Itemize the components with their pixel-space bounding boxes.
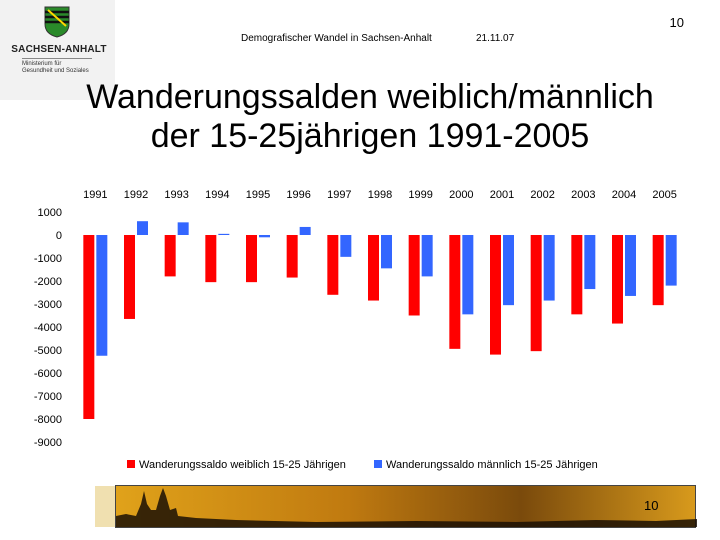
legend-swatch xyxy=(127,460,135,468)
header-date: 21.11.07 xyxy=(476,33,515,44)
bar-female xyxy=(449,235,461,349)
logo-divider xyxy=(22,58,92,59)
y-tick-label: -1000 xyxy=(34,253,62,265)
bar-male xyxy=(462,235,474,315)
x-tick-label: 2005 xyxy=(652,189,676,201)
bar-male xyxy=(259,235,270,238)
bar-female xyxy=(164,235,176,277)
bar-male xyxy=(218,233,230,235)
bar-male xyxy=(665,235,677,286)
bar-female xyxy=(327,235,339,295)
bar-male xyxy=(543,235,555,301)
bar-female xyxy=(408,235,420,316)
logo-subtitle: Ministerium für Gesundheit und Soziales xyxy=(22,61,112,75)
x-tick-label: 2003 xyxy=(571,189,595,201)
bar-male xyxy=(625,235,636,296)
bar-female xyxy=(571,235,583,315)
y-tick-label: -7000 xyxy=(34,391,62,403)
x-tick-label: 1995 xyxy=(246,189,270,201)
x-tick-label: 1992 xyxy=(124,189,148,201)
bar-female xyxy=(286,235,298,278)
x-tick-label: 1997 xyxy=(327,189,351,201)
bar-male xyxy=(96,235,108,356)
bar-male xyxy=(177,222,189,235)
y-tick-label: -6000 xyxy=(34,368,62,380)
bar-female xyxy=(368,235,379,301)
x-tick-label: 1991 xyxy=(83,189,107,201)
bar-male xyxy=(381,235,392,269)
x-tick-label: 1996 xyxy=(286,189,310,201)
bar-female xyxy=(124,235,135,319)
bar-chart: 1000 0 -1000 -2000 -3000 -4000 -5000 -6000 -7000… xyxy=(34,189,677,471)
x-tick-label: 1998 xyxy=(368,189,392,201)
bar-male xyxy=(421,235,433,277)
legend-label: Wanderungssaldo weiblich 15-25 Jährigen xyxy=(139,459,346,471)
logo-name: SACHSEN-ANHALT xyxy=(11,44,107,55)
bar-female xyxy=(246,235,257,283)
chart-title-line-1: Wanderungssalden weiblich/männlich xyxy=(86,78,654,116)
ministry-logo: SACHSEN-ANHALT Ministerium für Gesundhei… xyxy=(0,0,115,100)
y-tick-label: -5000 xyxy=(34,345,62,357)
x-tick-label: 1999 xyxy=(408,189,432,201)
logo-subtitle-line-1: Ministerium für xyxy=(22,61,62,67)
bar-female xyxy=(530,235,542,352)
y-tick-label: -9000 xyxy=(34,437,62,449)
logo-subtitle-line-2: Gesundheit und Soziales xyxy=(22,68,89,74)
bar-male xyxy=(137,221,148,235)
bar-male xyxy=(584,235,596,290)
footer-left-strip xyxy=(95,486,115,527)
bar-female xyxy=(612,235,623,324)
footer-banner xyxy=(115,485,697,528)
header-topic: Demografischer Wandel in Sachsen-Anhalt xyxy=(241,33,432,44)
bar-female xyxy=(83,235,95,419)
bar-female xyxy=(205,235,217,283)
footer-page-number: 10 xyxy=(644,498,659,513)
bar-female xyxy=(652,235,664,306)
header-page-number: 10 xyxy=(669,15,684,30)
bar-male xyxy=(340,235,352,257)
y-tick-label: -2000 xyxy=(34,276,62,288)
y-tick-label: -8000 xyxy=(34,414,62,426)
y-tick-label: -3000 xyxy=(34,299,62,311)
x-tick-label: 2002 xyxy=(530,189,554,201)
x-tick-label: 1994 xyxy=(205,189,229,201)
coat-of-arms-icon xyxy=(44,6,70,38)
x-tick-label: 2001 xyxy=(490,189,514,201)
x-tick-label: 1993 xyxy=(164,189,188,201)
x-tick-label: 2004 xyxy=(612,189,636,201)
y-tick-label: -4000 xyxy=(34,322,62,334)
legend-label: Wanderungssaldo männlich 15-25 Jährigen xyxy=(386,459,598,471)
x-tick-label: 2000 xyxy=(449,189,473,201)
bar-male xyxy=(299,226,311,235)
legend-swatch xyxy=(374,460,382,468)
bar-female xyxy=(490,235,501,355)
y-tick-label: 0 xyxy=(56,230,62,242)
cathedral-silhouette-icon xyxy=(116,488,697,527)
chart-title-line-2: der 15-25jährigen 1991-2005 xyxy=(150,117,590,155)
bar-male xyxy=(503,235,514,306)
y-tick-label: 1000 xyxy=(38,207,62,219)
chart-title: Wanderungssalden weiblich/männlich der 1… xyxy=(60,78,680,156)
